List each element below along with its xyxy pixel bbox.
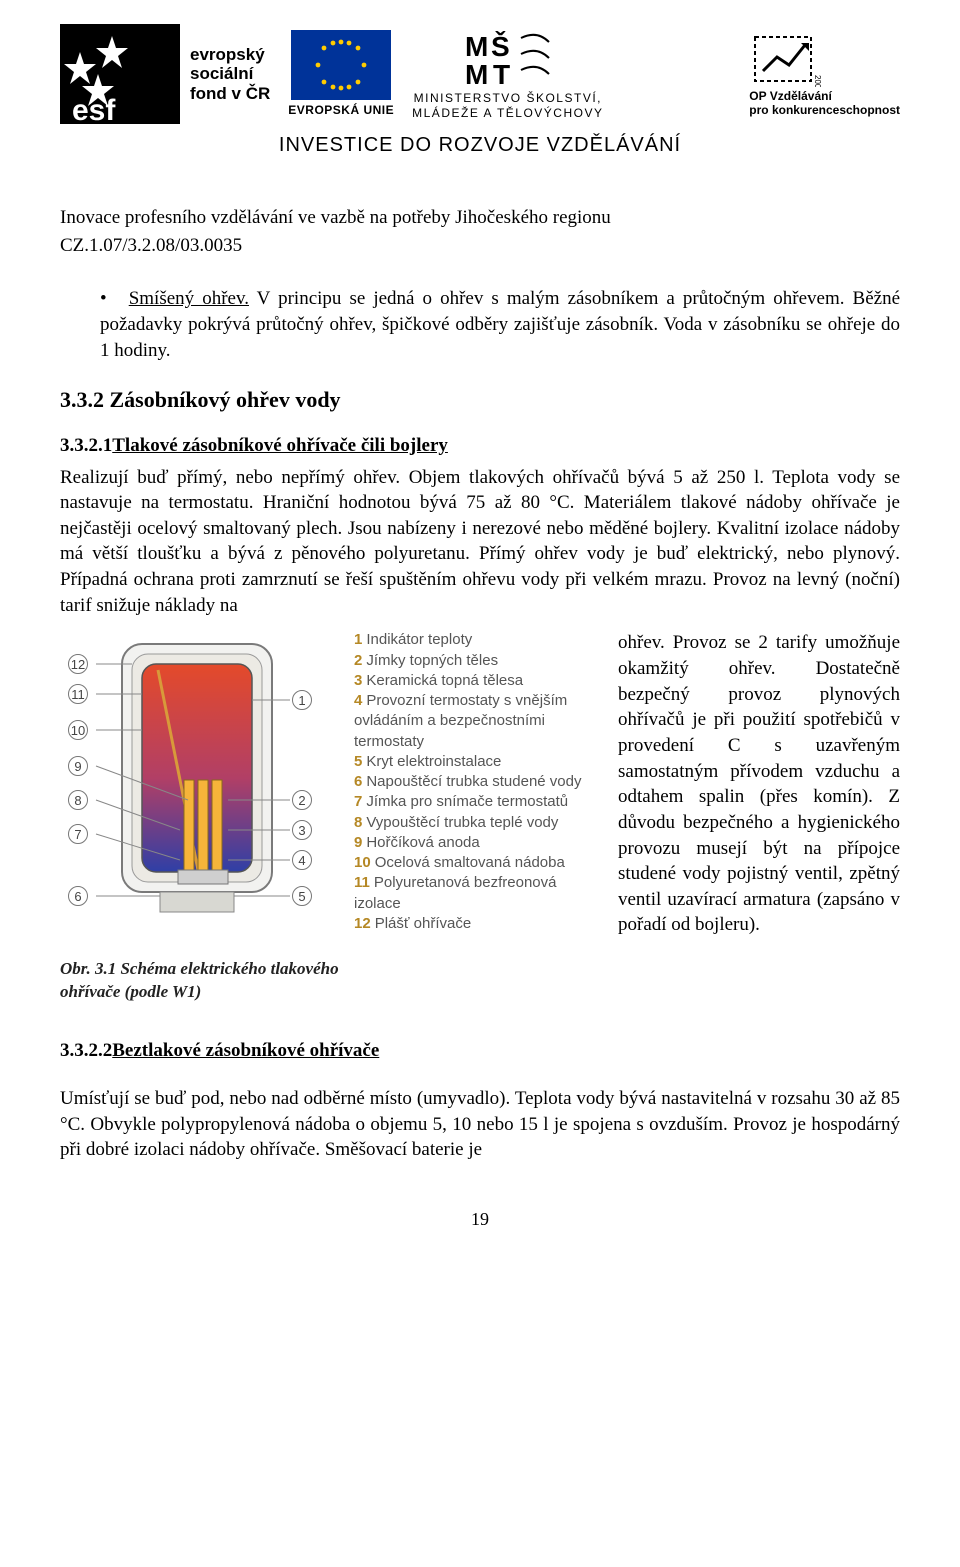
intro-line1: Inovace profesního vzdělávání ve vazbě n…	[60, 205, 900, 231]
subsection-1: 3.3.2.1Tlakové zásobníkové ohřívače čili…	[60, 433, 900, 459]
logo-msmt: M Š M T MINISTERSTVO ŠKOLSTVÍ, MLÁDEŽE A…	[412, 28, 603, 121]
esf-line0: evropský	[190, 45, 270, 65]
subsection-1-num: 3.3.2.1	[60, 435, 112, 456]
eu-flag-icon	[291, 30, 391, 100]
intro-block: Inovace profesního vzdělávání ve vazbě n…	[60, 205, 900, 258]
msmt-line2: MLÁDEŽE A TĚLOVÝCHOVY	[412, 106, 603, 121]
msmt-icon: M Š M T	[463, 28, 553, 88]
logo-op: 2007-13 OP Vzdělávání pro konkurencescho…	[749, 31, 900, 118]
legend-5: 5Kryt elektroinstalace	[354, 752, 604, 772]
esf-text: evropský sociální fond v ČR	[190, 45, 270, 104]
callout-9: 9	[68, 756, 88, 776]
callout-4: 4	[292, 850, 312, 870]
svg-text:2007-13: 2007-13	[813, 75, 822, 87]
figure-caption: Obr. 3.1 Schéma elektrického tlakového o…	[60, 958, 340, 1004]
esf-line1: sociální	[190, 64, 270, 84]
legend-10: 10Ocelová smaltovaná nádoba	[354, 853, 604, 873]
banner-text: INVESTICE DO ROZVOJE VZDĚLÁVÁNÍ	[60, 132, 900, 159]
logo-esf: esf evropský sociální fond v ČR	[60, 24, 270, 124]
para1: Realizují buď přímý, nebo nepřímý ohřev.…	[60, 465, 900, 619]
callout-3: 3	[292, 820, 312, 840]
para2: Umísťují se buď pod, nebo nad odběrné mí…	[60, 1086, 900, 1163]
svg-text:M: M	[465, 31, 488, 62]
legend-2: 2Jímky topných těles	[354, 651, 604, 671]
bullet-item: Smíšený ohřev. V principu se jedná o ohř…	[100, 286, 900, 363]
bullet-title: Smíšený ohřev.	[129, 288, 249, 309]
esf-line2: fond v ČR	[190, 84, 270, 104]
legend-4: 4Provozní termostaty s vnějším ovládáním…	[354, 691, 604, 752]
legend-9: 9Hořčíková anoda	[354, 833, 604, 853]
subsection-2: 3.3.2.2Beztlakové zásobníkové ohřívače	[60, 1038, 900, 1064]
legend-8: 8Vypouštěcí trubka teplé vody	[354, 813, 604, 833]
callout-11: 11	[68, 684, 88, 704]
page-number: 19	[60, 1207, 900, 1231]
callout-8: 8	[68, 790, 88, 810]
subsection-2-num: 3.3.2.2	[60, 1040, 112, 1061]
legend-3: 3Keramická topná tělesa	[354, 671, 604, 691]
figure-heater: 12 11 10 9 8 7 6 1 2 3 4 5 Obr. 3.1 Sché…	[60, 630, 340, 1004]
logo-eu: EVROPSKÁ UNIE	[288, 30, 394, 118]
callout-12: 12	[68, 654, 88, 674]
para1-continuation: ohřev. Provoz se 2 tarify umožňuje okamž…	[618, 630, 900, 938]
section-heading: 3.3.2 Zásobníkový ohřev vody	[60, 385, 900, 415]
callout-6: 6	[68, 886, 88, 906]
svg-text:Š: Š	[491, 30, 510, 62]
subsection-2-title: Beztlakové zásobníkové ohřívače	[112, 1040, 379, 1061]
heating-elements	[178, 780, 228, 884]
heater-diagram: 12 11 10 9 8 7 6 1 2 3 4 5	[60, 630, 320, 950]
callout-10: 10	[68, 720, 88, 740]
svg-text:T: T	[493, 59, 510, 88]
svg-text:esf: esf	[72, 94, 116, 124]
legend-6: 6Napouštěcí trubka studené vody	[354, 772, 604, 792]
esf-icon: esf	[60, 24, 180, 124]
legend-11: 11Polyuretanová bezfreonová izolace	[354, 873, 604, 914]
heater-svg	[60, 630, 320, 950]
subsection-1-title: Tlakové zásobníkové ohřívače čili bojler…	[112, 435, 448, 456]
op-icon: 2007-13	[749, 31, 829, 87]
callout-1: 1	[292, 690, 312, 710]
header-logos: esf evropský sociální fond v ČR EVROPSKÁ…	[60, 24, 900, 124]
figure-legend: 1Indikátor teploty 2Jímky topných těles …	[354, 630, 604, 934]
callout-5: 5	[292, 886, 312, 906]
intro-line2: CZ.1.07/3.2.08/03.0035	[60, 233, 900, 259]
eu-label: EVROPSKÁ UNIE	[288, 102, 394, 118]
legend-1: 1Indikátor teploty	[354, 630, 604, 650]
msmt-line1: MINISTERSTVO ŠKOLSTVÍ,	[412, 91, 603, 106]
legend-7: 7Jímka pro snímače termostatů	[354, 792, 604, 812]
op-text: OP Vzdělávání pro konkurenceschopnost	[749, 89, 900, 118]
msmt-text: MINISTERSTVO ŠKOLSTVÍ, MLÁDEŽE A TĚLOVÝC…	[412, 91, 603, 121]
legend-12: 12Plášť ohřívače	[354, 914, 604, 934]
callout-2: 2	[292, 790, 312, 810]
bullet-list: Smíšený ohřev. V principu se jedná o ohř…	[100, 286, 900, 363]
figure-row: 12 11 10 9 8 7 6 1 2 3 4 5 Obr. 3.1 Sché…	[60, 630, 900, 1004]
svg-text:M: M	[465, 59, 488, 88]
callout-7: 7	[68, 824, 88, 844]
op-line1: OP Vzdělávání	[749, 89, 900, 103]
op-line2: pro konkurenceschopnost	[749, 103, 900, 117]
